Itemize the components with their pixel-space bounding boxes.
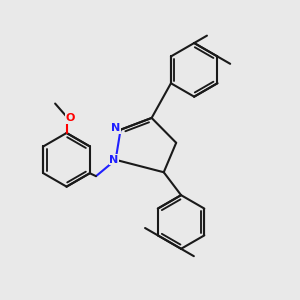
Text: N: N — [111, 123, 121, 133]
Text: O: O — [65, 113, 74, 123]
Text: N: N — [109, 155, 118, 165]
